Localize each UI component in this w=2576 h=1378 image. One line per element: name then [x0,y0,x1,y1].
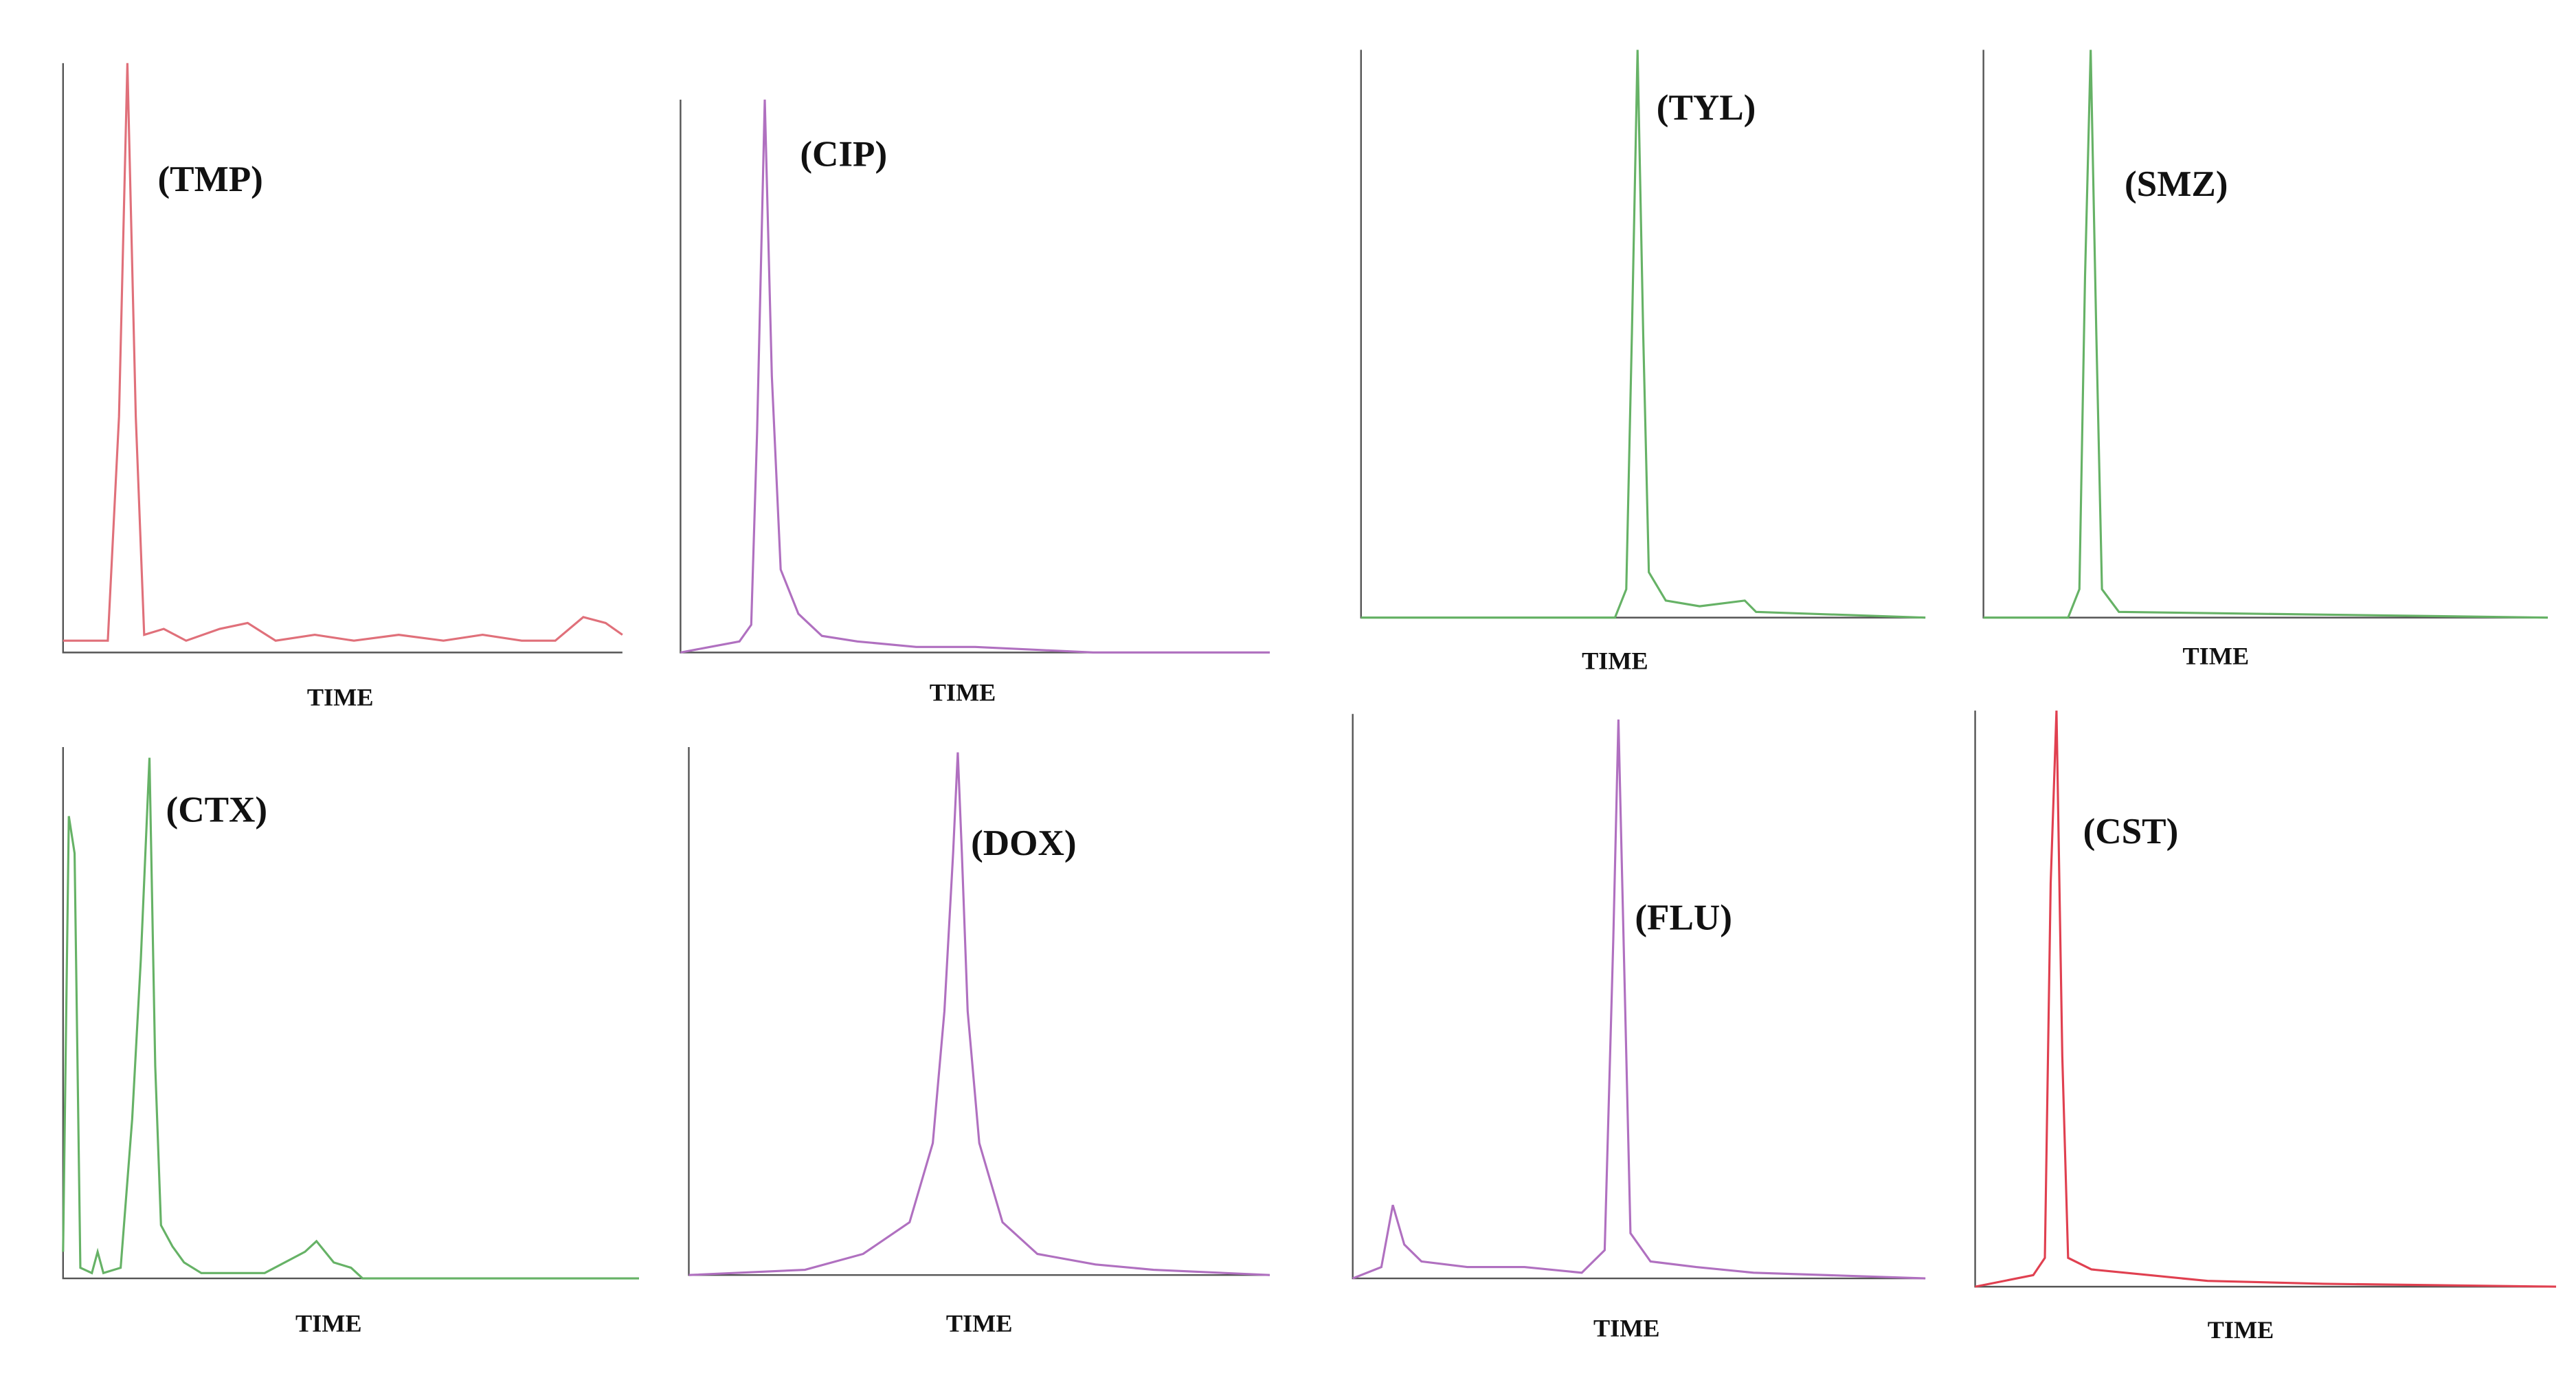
chart-title: (DOX) [971,823,1076,863]
axes [62,747,640,1280]
axes [1352,713,1926,1280]
x-axis-label: TIME [307,684,374,711]
chart-title: (TMP) [157,159,262,199]
x-axis-label: TIME [295,1309,362,1337]
x-axis-label: TIME [1582,647,1648,675]
axes [62,63,623,654]
trace [1352,719,1926,1280]
chart-title: (FLU) [1635,898,1732,938]
x-axis-label: TIME [930,678,996,706]
trace [1983,49,2548,619]
trace [63,63,623,642]
axes [1982,49,2548,619]
chart-title: (CTX) [166,790,268,830]
x-axis-label: TIME [2208,1316,2274,1344]
chart-title: (CST) [2083,812,2179,852]
chart-title: (CIP) [800,135,887,175]
trace [680,99,1270,654]
chart-title: (SMZ) [2125,164,2228,204]
trace [1975,710,2557,1288]
x-axis-label: TIME [946,1309,1013,1337]
trace [688,752,1270,1276]
trace [62,757,640,1280]
chart-title: (TYL) [1657,88,1756,128]
x-axis-label: TIME [1593,1315,1660,1342]
x-axis-label: TIME [2183,642,2250,669]
trace [1360,49,1926,619]
axes [680,99,1270,654]
